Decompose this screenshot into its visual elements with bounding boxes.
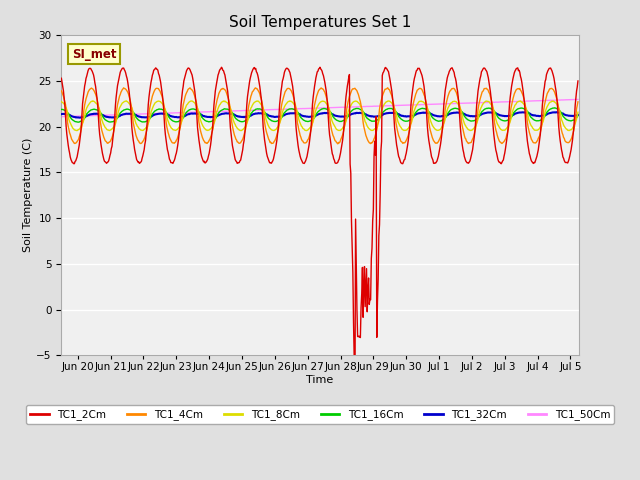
Title: Soil Temperatures Set 1: Soil Temperatures Set 1 — [229, 15, 411, 30]
Text: SI_met: SI_met — [72, 48, 116, 61]
Y-axis label: Soil Temperature (C): Soil Temperature (C) — [24, 138, 33, 252]
Legend: TC1_2Cm, TC1_4Cm, TC1_8Cm, TC1_16Cm, TC1_32Cm, TC1_50Cm: TC1_2Cm, TC1_4Cm, TC1_8Cm, TC1_16Cm, TC1… — [26, 405, 614, 424]
X-axis label: Time: Time — [307, 375, 333, 385]
